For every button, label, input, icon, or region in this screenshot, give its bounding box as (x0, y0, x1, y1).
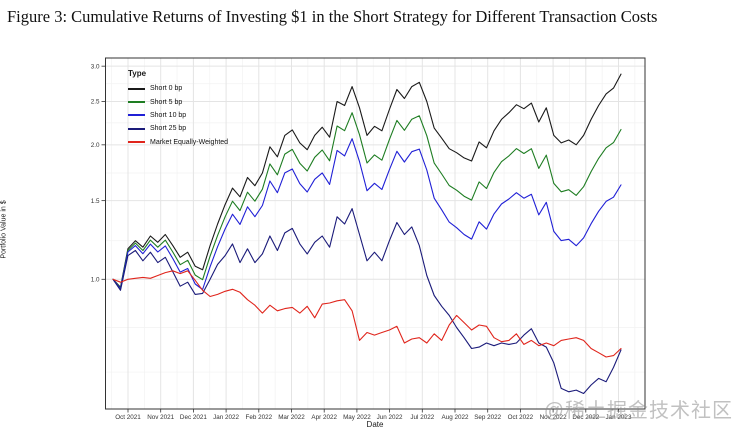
x-tick-label: Jul 2022 (410, 414, 434, 421)
series-line-short-10-bp (112, 138, 622, 291)
legend-swatch (128, 101, 145, 104)
panel-border (105, 57, 646, 410)
series-line-short-25-bp (112, 208, 622, 395)
legend-swatch (128, 87, 145, 90)
legend-swatch (128, 141, 145, 144)
legend-item-short-10-bp: Short 10 bp (128, 109, 228, 122)
legend-item-short-0-bp: Short 0 bp (128, 82, 228, 95)
x-tick-label: Nov 2021 (147, 414, 174, 421)
x-tick-label: Nov 2022 (540, 414, 567, 421)
x-tick-label: Jan 2022 (213, 414, 239, 421)
x-axis-title: Date (366, 420, 384, 429)
series-line-short-0-bp (112, 73, 622, 288)
x-tick-label: May 2022 (343, 414, 371, 421)
legend-label: Short 25 bp (150, 125, 187, 133)
legend-label: Short 5 bp (150, 98, 183, 106)
legend-label: Short 0 bp (150, 85, 183, 93)
legend-swatch (128, 114, 145, 117)
legend-swatch (128, 127, 145, 130)
x-tick-label: Jan 2023 (606, 414, 632, 421)
series-line-short-5-bp (112, 112, 622, 289)
series-line-market-equally-weighted (112, 270, 622, 358)
watermark: @稀土掘金技术社区 (543, 400, 733, 422)
legend-item-market-equally-weighted: Market Equally-Weighted (128, 136, 228, 149)
x-tick-label: Aug 2022 (442, 414, 469, 421)
legend-item-short-25-bp: Short 25 bp (128, 122, 228, 135)
x-tick-label: Mar 2022 (278, 414, 305, 421)
legend-title: Type (128, 69, 147, 78)
y-tick-label: 2.0 (91, 142, 100, 149)
x-tick-label: Dec 2022 (572, 414, 599, 421)
x-tick-label: Apr 2022 (311, 414, 337, 421)
y-tick-label: 1.0 (91, 277, 100, 284)
x-tick-label: Feb 2022 (245, 414, 272, 421)
x-tick-label: Oct 2021 (115, 414, 141, 421)
x-tick-label: Dec 2021 (180, 414, 207, 421)
y-tick-label: 3.0 (91, 63, 100, 70)
x-tick-label: Oct 2022 (508, 414, 534, 421)
y-axis-title: Portfolio Value in $ (0, 200, 8, 259)
legend-item-short-5-bp: Short 5 bp (128, 95, 228, 108)
figure-caption: Figure 3: Cumulative Returns of Investin… (7, 7, 658, 26)
x-tick-label: Sep 2022 (474, 414, 501, 421)
chart-legend: Type Short 0 bp Short 5 bp Short 10 bp Shor… (128, 69, 228, 149)
y-tick-label: 1.5 (91, 198, 100, 205)
legend-label: Short 10 bp (150, 111, 187, 119)
y-tick-label: 2.5 (91, 99, 100, 106)
legend-label: Market Equally-Weighted (150, 138, 229, 146)
x-tick-label: Jun 2022 (377, 414, 403, 421)
